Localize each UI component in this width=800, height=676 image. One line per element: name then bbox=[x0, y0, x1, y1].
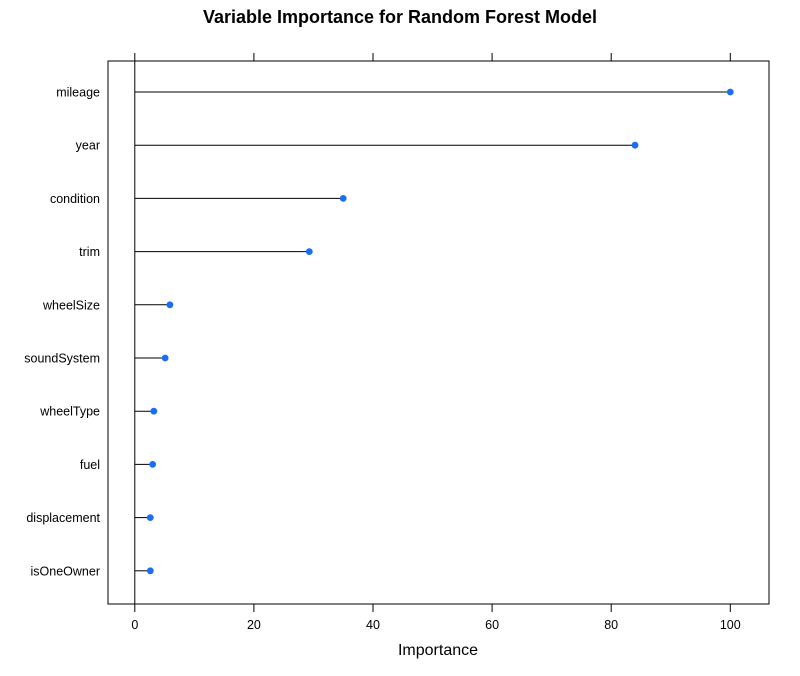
lollipop-displacement bbox=[134, 514, 154, 521]
x-tick-label: 80 bbox=[604, 618, 618, 632]
y-category-label: isOneOwner bbox=[31, 564, 100, 578]
y-category-label: year bbox=[76, 139, 100, 153]
y-category-label: fuel bbox=[80, 458, 100, 472]
y-axis-labels: mileage year condition trim wheelSize soundSy… bbox=[24, 86, 100, 579]
y-category-label: wheelSize bbox=[42, 298, 100, 312]
lollipop-condition bbox=[134, 195, 347, 202]
lollipop-fuel bbox=[134, 461, 157, 468]
data-point bbox=[149, 461, 157, 468]
x-tick-label: 20 bbox=[247, 618, 261, 632]
y-category-label: wheelType bbox=[39, 405, 100, 419]
data-point bbox=[146, 514, 154, 521]
y-category-label: trim bbox=[79, 245, 100, 259]
lollipop-wheelType bbox=[134, 407, 158, 415]
lollipop-trim bbox=[134, 248, 313, 256]
lollipop-isOneOwner bbox=[134, 567, 154, 575]
data-point bbox=[339, 195, 347, 202]
lollipop-wheelSize bbox=[134, 301, 174, 309]
lollipop-soundSystem bbox=[134, 354, 169, 362]
data-point bbox=[631, 141, 639, 149]
data-point bbox=[726, 88, 734, 96]
lollipop-year bbox=[134, 141, 639, 149]
y-category-label: displacement bbox=[26, 511, 100, 525]
x-tick-label: 0 bbox=[131, 618, 138, 632]
data-point bbox=[305, 248, 313, 256]
x-tick-label: 60 bbox=[485, 618, 499, 632]
x-tick-label: 40 bbox=[366, 618, 380, 632]
importance-series bbox=[134, 88, 734, 575]
x-axis: 0 20 40 60 80 100 bbox=[131, 604, 741, 632]
x-axis-title: Importance bbox=[398, 642, 478, 659]
plot-frame bbox=[107, 60, 770, 605]
data-point bbox=[150, 407, 158, 415]
y-category-label: soundSystem bbox=[24, 352, 100, 366]
data-point bbox=[161, 354, 169, 362]
x-tick-label: 100 bbox=[720, 618, 741, 632]
data-point bbox=[146, 567, 154, 575]
y-category-label: mileage bbox=[56, 86, 100, 100]
lollipop-mileage bbox=[134, 88, 734, 96]
top-axis-ticks bbox=[134, 53, 731, 61]
chart-title: Variable Importance for Random Forest Mo… bbox=[203, 7, 597, 27]
data-point bbox=[166, 301, 174, 309]
y-category-label: condition bbox=[50, 192, 100, 206]
